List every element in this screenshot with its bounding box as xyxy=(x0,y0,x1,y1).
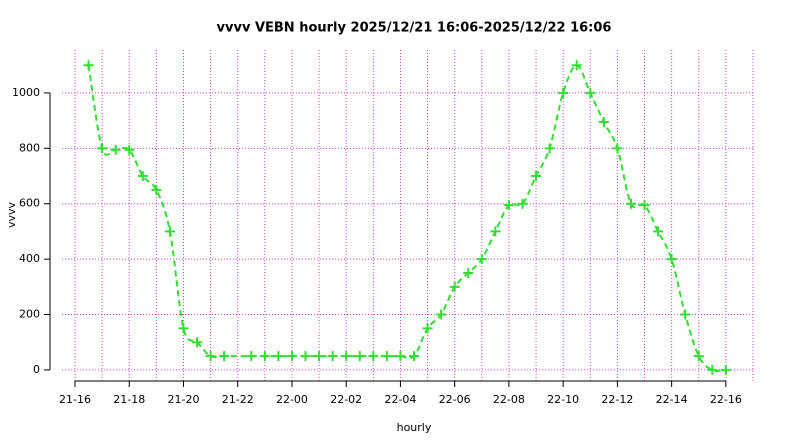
data-point xyxy=(300,351,311,362)
data-point xyxy=(653,226,664,237)
x-tick-label: 22-08 xyxy=(493,393,525,406)
data-point xyxy=(381,351,392,362)
data-point xyxy=(192,337,203,348)
data-point xyxy=(97,143,108,154)
data-point xyxy=(395,351,406,362)
data-point xyxy=(124,144,135,155)
data-point xyxy=(110,144,121,155)
data-point xyxy=(476,254,487,265)
chart-title: vvvv VEBN hourly 2025/12/21 16:06-2025/1… xyxy=(217,21,612,36)
y-tick-label: 800 xyxy=(19,141,40,154)
data-point xyxy=(598,117,609,128)
x-tick-label: 22-14 xyxy=(656,393,688,406)
data-point xyxy=(436,309,447,320)
data-point xyxy=(205,351,216,362)
data-point xyxy=(490,226,501,237)
x-tick-label: 22-06 xyxy=(439,393,471,406)
data-point xyxy=(354,351,365,362)
data-point xyxy=(503,200,514,211)
data-point xyxy=(341,351,352,362)
data-point xyxy=(246,351,257,362)
data-point xyxy=(517,198,528,209)
x-tick-label: 21-18 xyxy=(113,393,145,406)
x-tick-label: 21-16 xyxy=(59,393,91,406)
data-point xyxy=(544,143,555,154)
data-point xyxy=(219,351,230,362)
data-point xyxy=(314,351,325,362)
data-point xyxy=(571,60,582,71)
data-point xyxy=(327,351,338,362)
data-point xyxy=(558,87,569,98)
data-point xyxy=(707,364,718,375)
data-point xyxy=(449,281,460,292)
x-tick-label: 22-00 xyxy=(276,393,308,406)
data-point xyxy=(137,171,148,182)
data-point xyxy=(639,200,650,211)
y-tick-label: 200 xyxy=(19,308,40,321)
data-point xyxy=(151,184,162,195)
x-tick-label: 22-04 xyxy=(384,393,416,406)
y-tick-label: 0 xyxy=(33,363,40,376)
x-tick-label: 21-20 xyxy=(167,393,199,406)
x-tick-label: 21-22 xyxy=(222,393,254,406)
data-point xyxy=(612,143,623,154)
data-point xyxy=(368,351,379,362)
data-point xyxy=(409,351,419,362)
data-point xyxy=(463,267,474,278)
data-point xyxy=(422,323,433,334)
data-point xyxy=(531,171,542,182)
data-point xyxy=(693,351,704,362)
y-axis-label: vvvv xyxy=(5,201,18,228)
data-point xyxy=(178,323,189,334)
data-point xyxy=(273,351,284,362)
data-point xyxy=(164,226,175,237)
data-point xyxy=(83,60,94,71)
x-axis-label: hourly xyxy=(397,421,432,434)
data-point xyxy=(585,87,596,98)
y-tick-label: 600 xyxy=(19,197,40,210)
x-tick-label: 22-16 xyxy=(710,393,742,406)
data-point xyxy=(666,254,677,265)
data-point xyxy=(625,198,636,209)
x-tick-label: 22-12 xyxy=(601,393,633,406)
data-point xyxy=(720,364,731,375)
x-tick-label: 22-02 xyxy=(330,393,362,406)
series-line xyxy=(87,64,726,372)
y-tick-label: 400 xyxy=(19,252,40,265)
data-point xyxy=(259,351,270,362)
y-tick-label: 1000 xyxy=(12,86,40,99)
data-point xyxy=(286,351,297,362)
data-point xyxy=(680,309,691,320)
x-tick-label: 22-10 xyxy=(547,393,579,406)
